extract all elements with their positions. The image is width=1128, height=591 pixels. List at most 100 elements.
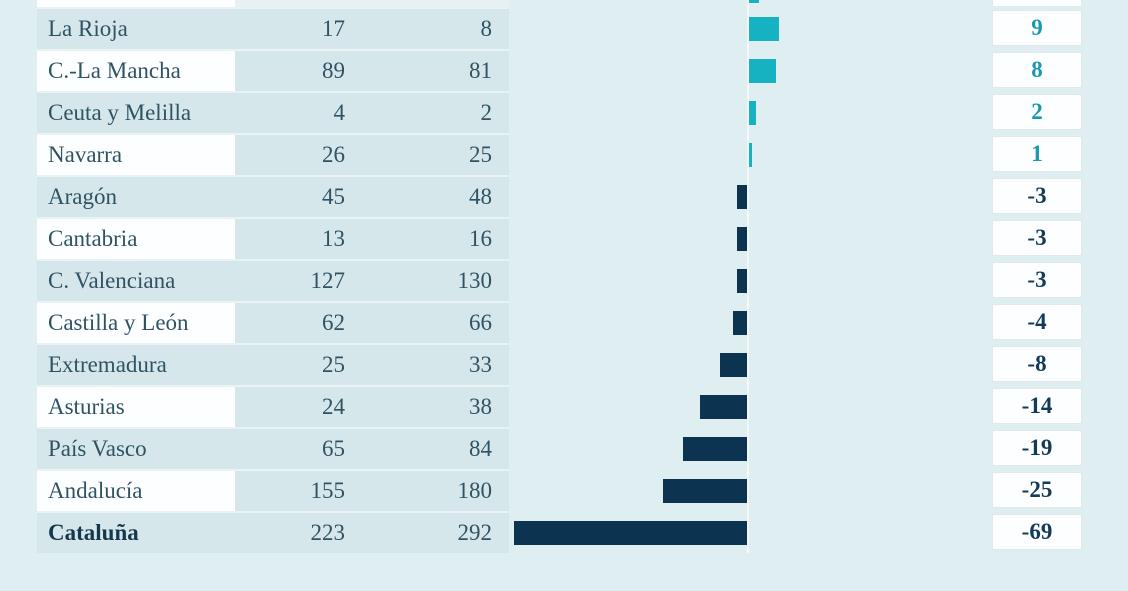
row-divider	[37, 49, 509, 51]
difference-bar	[733, 311, 747, 335]
table-row: Castilla y León 62 66 -4	[0, 301, 1128, 343]
table-row: C.-La Mancha 89 81 8	[0, 49, 1128, 91]
region-label: Andalucía	[48, 478, 143, 503]
region-label: Cantabria	[48, 226, 138, 251]
cutoff-label-cell	[37, 0, 235, 7]
row-band	[37, 345, 509, 385]
difference-value: -3	[1027, 183, 1047, 208]
row-divider	[37, 343, 509, 345]
value-column-1: 13	[322, 226, 345, 251]
region-label: País Vasco	[48, 436, 147, 461]
value-column-1: 89	[322, 58, 345, 83]
value-column-2: 48	[469, 184, 492, 209]
value-column-2: 130	[457, 268, 493, 293]
cutoff-diff-bar	[749, 0, 759, 3]
value-column-2: 81	[469, 58, 492, 83]
region-label: La Rioja	[48, 16, 128, 41]
region-label-cell	[37, 135, 235, 175]
region-label-cell	[37, 219, 235, 259]
difference-value: -8	[1027, 351, 1047, 376]
table-row: Asturias 24 38 -14	[0, 385, 1128, 427]
region-label-cell	[37, 51, 235, 91]
value-column-1: 45	[322, 184, 345, 209]
region-label: Aragón	[48, 184, 117, 209]
difference-value: -25	[1021, 477, 1053, 502]
value-column-2: 33	[469, 352, 492, 377]
difference-bar	[720, 353, 747, 377]
table-row: Aragón 45 48 -3	[0, 175, 1128, 217]
region-label: Ceuta y Melilla	[48, 100, 192, 125]
difference-value: -14	[1021, 393, 1053, 418]
row-band	[37, 261, 509, 301]
region-label: Navarra	[48, 142, 123, 167]
difference-bar	[663, 479, 747, 503]
region-label-cell	[37, 387, 235, 427]
difference-value: 2	[1031, 99, 1043, 124]
row-divider	[37, 511, 509, 513]
value-column-2: 2	[480, 100, 493, 125]
row-band	[37, 9, 509, 49]
difference-bar	[737, 185, 747, 209]
row-divider	[37, 385, 509, 387]
value-column-1: 25	[322, 352, 345, 377]
zero-axis-line	[747, 0, 749, 553]
table-row: Cataluña 223 292 -69	[0, 511, 1128, 553]
row-band	[37, 93, 509, 133]
value-column-1: 24	[322, 394, 345, 419]
difference-value-cell: -25	[992, 472, 1082, 508]
value-column-2: 8	[480, 16, 493, 41]
difference-value-cell: 9	[992, 10, 1082, 46]
difference-value-cell: -4	[992, 304, 1082, 340]
difference-bar	[749, 143, 752, 167]
row-divider	[37, 301, 509, 303]
region-label: Cataluña	[48, 520, 139, 545]
difference-bar	[700, 395, 747, 419]
difference-value-cell: -14	[992, 388, 1082, 424]
row-divider	[37, 175, 509, 177]
difference-value-cell: -3	[992, 262, 1082, 298]
value-column-1: 4	[333, 100, 346, 125]
difference-value: 9	[1031, 15, 1043, 40]
difference-value: -3	[1027, 267, 1047, 292]
row-band	[37, 177, 509, 217]
difference-bar	[749, 101, 756, 125]
value-column-2: 66	[469, 310, 492, 335]
row-band	[37, 429, 509, 469]
value-column-1: 127	[310, 268, 346, 293]
table-row: La Rioja 17 8 9	[0, 7, 1128, 49]
difference-bar	[514, 521, 747, 545]
difference-value: -4	[1027, 309, 1047, 334]
row-divider	[37, 133, 509, 135]
region-label: C.-La Mancha	[48, 58, 181, 83]
row-divider	[37, 7, 509, 9]
table-row: Extremadura 25 33 -8	[0, 343, 1128, 385]
value-column-2: 16	[469, 226, 492, 251]
row-band	[37, 513, 509, 553]
value-column-2: 84	[469, 436, 492, 461]
cutoff-diff-cell	[992, 0, 1082, 6]
difference-value-cell: 2	[992, 94, 1082, 130]
difference-value-cell: -19	[992, 430, 1082, 466]
difference-value: 8	[1031, 57, 1043, 82]
region-label: C. Valenciana	[48, 268, 176, 293]
region-label: Castilla y León	[48, 310, 189, 335]
region-label: Asturias	[48, 394, 125, 419]
table-row: País Vasco 65 84 -19	[0, 427, 1128, 469]
difference-bar	[749, 59, 776, 83]
region-label: Extremadura	[48, 352, 167, 377]
row-divider	[37, 91, 509, 93]
region-label-cell	[37, 303, 235, 343]
table-row: Cantabria 13 16 -3	[0, 217, 1128, 259]
difference-value-cell: -8	[992, 346, 1082, 382]
value-column-1: 155	[310, 478, 346, 503]
difference-bar	[737, 227, 747, 251]
value-column-1: 65	[322, 436, 345, 461]
table-row: Ceuta y Melilla 4 2 2	[0, 91, 1128, 133]
value-column-2: 38	[469, 394, 492, 419]
value-column-1: 17	[322, 16, 345, 41]
difference-bar	[683, 437, 747, 461]
region-label-cell	[37, 471, 235, 511]
table-row: Navarra 26 25 1	[0, 133, 1128, 175]
difference-bar	[749, 17, 779, 41]
difference-value-cell: 1	[992, 136, 1082, 172]
